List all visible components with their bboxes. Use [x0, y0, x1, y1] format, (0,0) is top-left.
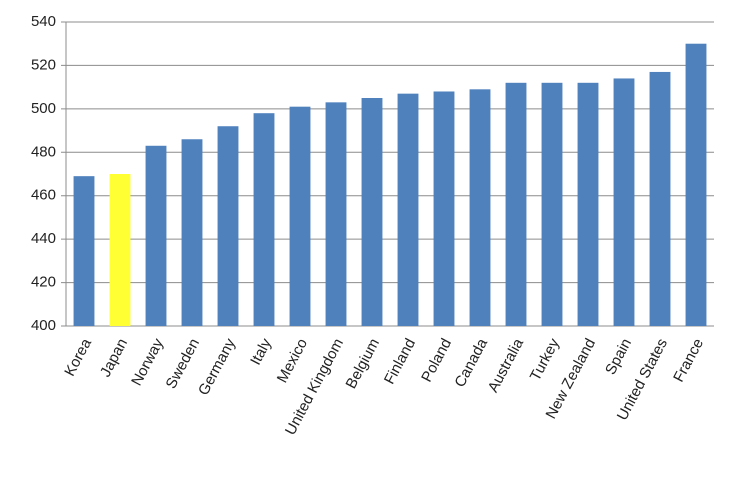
x-tick-label: Belgium: [343, 336, 383, 392]
y-tick-label: 480: [31, 143, 56, 160]
x-tick-label: Norway: [128, 335, 167, 388]
x-tick-label: Turkey: [527, 335, 564, 383]
x-tick-label: Japan: [97, 336, 131, 380]
x-tick-label: Korea: [61, 335, 95, 379]
bar: [73, 176, 95, 326]
x-tick-label: France: [670, 336, 707, 385]
bar: [433, 91, 455, 326]
x-tick-label: Sweden: [163, 336, 203, 392]
x-tick-label: Mexico: [274, 336, 311, 386]
bar: [541, 82, 563, 326]
bar: [181, 139, 203, 326]
y-tick-label: 540: [31, 13, 56, 30]
bar: [577, 82, 599, 326]
bar: [289, 106, 311, 326]
y-tick-label: 420: [31, 274, 56, 291]
bar: [397, 93, 419, 327]
y-tick-label: 520: [31, 56, 56, 73]
y-tick-label: 400: [31, 317, 56, 334]
y-tick-label: 500: [31, 100, 56, 117]
x-tick-label: Italy: [247, 335, 275, 368]
y-tick-label: 460: [31, 187, 56, 204]
bar: [469, 89, 491, 326]
bar: [109, 174, 131, 326]
x-tick-label: Spain: [602, 336, 635, 378]
bar: [253, 113, 275, 326]
bar: [505, 82, 527, 326]
bar: [217, 126, 239, 326]
y-tick-label: 440: [31, 230, 56, 247]
bar: [685, 43, 707, 326]
bar: [613, 78, 635, 326]
bar: [145, 145, 167, 326]
x-tick-label: Canada: [451, 335, 491, 390]
x-tick-label: Finland: [381, 336, 419, 387]
x-tick-label: Poland: [418, 336, 455, 385]
x-tick-label: Australia: [485, 335, 528, 395]
bar: [325, 102, 347, 326]
bar: [361, 98, 383, 326]
bar: [649, 71, 671, 326]
